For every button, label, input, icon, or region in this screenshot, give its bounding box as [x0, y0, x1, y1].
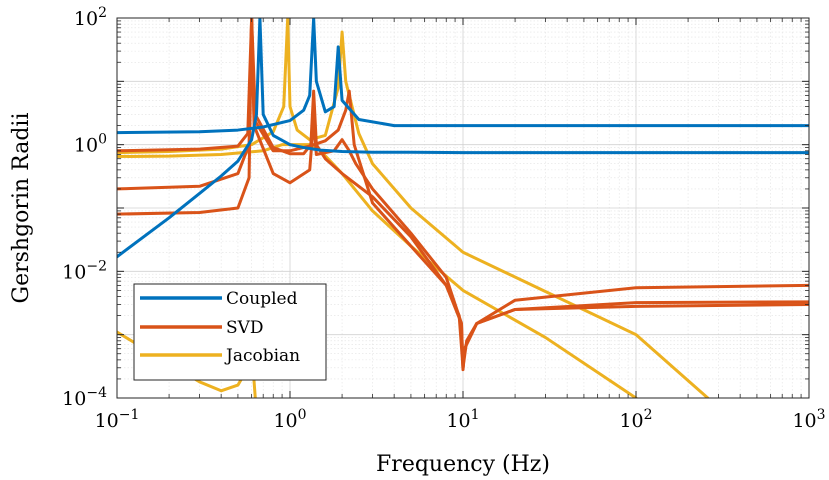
legend-label-jacobian: Jacobian [224, 346, 300, 366]
x-tick-label: 100 [273, 407, 306, 432]
series-jacobian-curve-1 [117, 18, 710, 398]
y-tick-label: 100 [74, 132, 107, 157]
y-tick-label: 10−4 [62, 385, 107, 410]
legend: Coupled SVD Jacobian [133, 283, 327, 381]
tick-labels: 10−1 100 101 102 103 10−4 10−2 100 102 [62, 5, 825, 432]
y-tick-label: 102 [74, 5, 107, 30]
x-tick-label: 10−1 [95, 407, 140, 432]
y-axis-label: Gershgorin Radii [9, 113, 34, 304]
legend-label-svd: SVD [226, 318, 264, 338]
x-tick-label: 102 [619, 407, 652, 432]
series-svd-curve-3 [117, 18, 809, 371]
x-axis-label: Frequency (Hz) [376, 452, 550, 477]
series-layer [117, 18, 809, 398]
x-tick-label: 101 [446, 407, 479, 432]
x-tick-label: 103 [792, 407, 825, 432]
series-coupled-curve-1 [117, 18, 809, 259]
legend-box [133, 283, 327, 381]
ticks-layer [116, 17, 810, 399]
series-coupled-curve-2 [117, 18, 809, 135]
y-tick-label: 10−2 [62, 258, 107, 283]
legend-label-coupled: Coupled [226, 289, 298, 309]
